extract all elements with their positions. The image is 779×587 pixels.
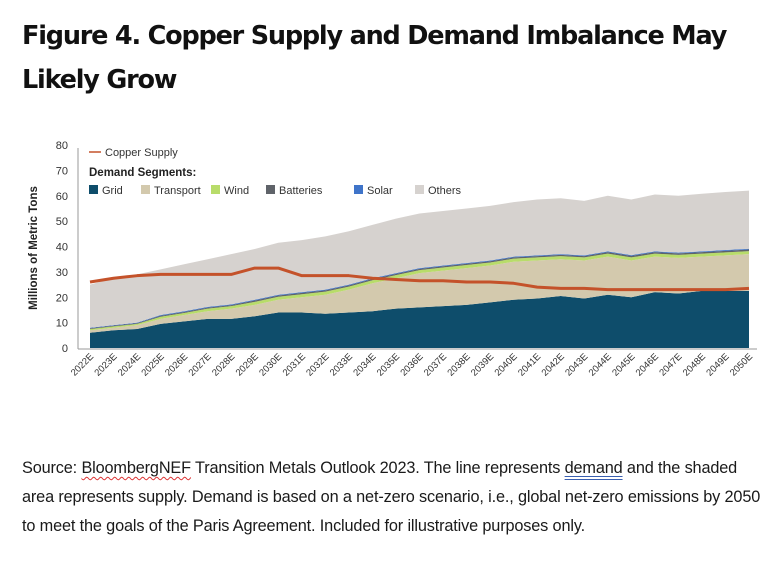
x-tick-label: 2038E [445,351,472,378]
x-tick-label: 2049E [704,351,731,378]
legend-swatch [89,185,98,194]
x-tick-label: 2044E [587,351,614,378]
axes [77,148,757,350]
area-transport [90,254,749,333]
legend-item-others: Others [415,185,462,197]
stacked-areas [90,190,749,348]
x-tick-label: 2042E [540,351,567,378]
x-tick-label: 2050E [728,351,755,378]
y-tick-labels: 0 10 20 30 40 50 60 70 80 [56,140,68,355]
legend-segments-heading: Demand Segments: [89,167,196,179]
x-tick-label: 2035E [375,351,402,378]
area-grid [90,290,749,348]
x-tick-label: 2031E [281,351,308,378]
legend: Copper Supply Demand Segments: Grid Trans… [89,147,462,197]
y-tick-label: 70 [56,165,68,177]
y-tick-label: 80 [56,140,68,152]
legend-item-batteries: Batteries [266,185,323,197]
y-tick-label: 0 [62,343,68,355]
x-tick-label: 2043E [563,351,590,378]
x-tick-label: 2022E [69,351,96,378]
y-tick-label: 60 [56,191,68,203]
source-caption: Source: BloombergNEF Transition Metals O… [22,454,767,541]
x-tick-label: 2036E [398,351,425,378]
legend-item-solar: Solar [354,185,393,197]
x-tick-label: 2033E [328,351,355,378]
x-tick-label: 2027E [187,351,214,378]
caption-part2: Transition Metals Outlook 2023. The line… [190,459,565,477]
y-tick-label: 40 [56,242,68,254]
legend-swatch [211,185,220,194]
area-others [90,190,749,328]
figure-title: Figure 4. Copper Supply and Demand Imbal… [22,21,727,95]
line-copper-supply [89,266,750,292]
y-axis-label: Millions of Metric Tons [28,186,40,310]
x-tick-label: 2023E [92,351,119,378]
x-tick-label: 2029E [234,351,261,378]
legend-label: Others [428,185,462,197]
x-tick-label: 2037E [422,351,449,378]
legend-label: Transport [154,185,201,197]
legend-label: Grid [102,185,123,197]
legend-swatch [141,185,150,194]
legend-label: Batteries [279,185,323,197]
x-tick-label: 2026E [163,351,190,378]
x-tick-label: 2024E [116,351,143,378]
y-tick-label: 10 [56,318,68,330]
x-tick-label: 2048E [681,351,708,378]
x-tick-label: 2046E [634,351,661,378]
supply-line-group [89,266,750,292]
x-tick-label: 2039E [469,351,496,378]
x-tick-label: 2045E [610,351,637,378]
legend-label: Solar [367,185,393,197]
legend-item-grid: Grid [89,185,123,197]
x-tick-labels: 2022E2023E2024E2025E2026E2027E2028E2029E… [69,351,755,378]
x-tick-label: 2040E [493,351,520,378]
x-tick-label: 2032E [304,351,331,378]
caption-prefix: Source: [22,459,82,477]
y-tick-label: 30 [56,267,68,279]
caption-source-name: BloombergNEF [81,459,191,477]
legend-swatch [266,185,275,194]
legend-item-wind: Wind [211,185,249,197]
legend-items: Grid Transport Wind Batteries Solar Others [89,185,462,197]
legend-swatch [354,185,363,194]
x-tick-label: 2030E [257,351,284,378]
x-tick-label: 2034E [351,351,378,378]
x-tick-label: 2041E [516,351,543,378]
legend-label: Wind [224,185,249,197]
x-tick-label: 2028E [210,351,237,378]
y-tick-label: 20 [56,292,68,304]
caption-demand-word: demand [564,459,623,477]
y-tick-label: 50 [56,216,68,228]
x-tick-label: 2047E [657,351,684,378]
legend-swatch [415,185,424,194]
legend-item-transport: Transport [141,185,201,197]
caption-part3: and the shaded area represents supply. D… [22,459,761,535]
x-tick-label: 2025E [140,351,167,378]
legend-supply-label: Copper Supply [105,147,178,159]
